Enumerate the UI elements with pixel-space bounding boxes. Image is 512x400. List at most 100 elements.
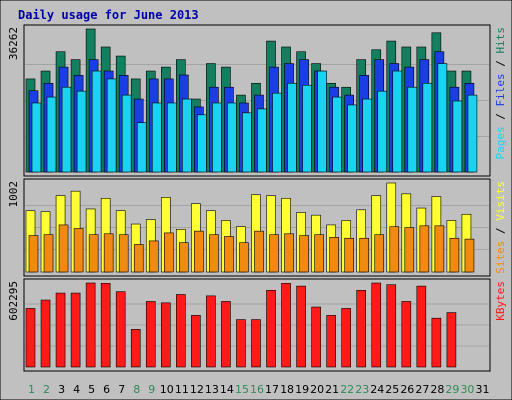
hits-legend-entry: Pages <box>494 126 507 159</box>
kbytes-bar-kbytes-day-13 <box>206 295 216 368</box>
kbytes-legend-entry: KBytes <box>494 281 507 321</box>
hits-bar-pages-day-12 <box>197 114 207 173</box>
visits-legend: Sites / Visits <box>494 181 507 274</box>
x-axis-day-labels: 1 2 3 4 5 6 7 8 9 10 11 12 13 14 15 16 17 18 19 20 21 22 23 24 2… <box>28 383 489 396</box>
x-tick-label-day-1: 1 <box>28 383 35 396</box>
visits-bar-sites-day-25 <box>389 226 400 273</box>
hits-bar-pages-day-3 <box>61 86 72 173</box>
hits-bar-pages-day-7 <box>121 94 132 173</box>
chart-panels: 36262 Pages / Files / Hits 1002 Sites / Vis… <box>7 24 507 372</box>
visits-legend-entry: / <box>494 221 507 241</box>
x-tick-label-day-9: 9 <box>148 383 155 396</box>
visits-bar-sites-day-30 <box>464 238 475 273</box>
visits-bar-sites-day-13 <box>209 234 219 273</box>
x-tick-label-day-26: 26 <box>400 383 414 396</box>
x-tick-label-day-6: 6 <box>103 383 110 396</box>
hits-legend-entry: Files <box>494 73 507 106</box>
hits-bar-pages-day-4 <box>76 90 87 173</box>
kbytes-y-max-label: 602295 <box>7 281 20 321</box>
visits-legend-entry: Visits <box>494 181 507 221</box>
visits-bar-sites-day-24 <box>374 234 385 273</box>
hits-bar-pages-day-21 <box>332 96 342 173</box>
x-tick-label-day-12: 12 <box>190 383 204 396</box>
hits-bar-pages-day-10 <box>166 102 177 173</box>
hits-legend-entry: / <box>494 107 507 127</box>
hits-panel: 36262 Pages / Files / Hits <box>7 24 507 177</box>
hits-bar-pages-day-6 <box>106 78 117 173</box>
hits-y-max-label: 36262 <box>7 27 20 60</box>
kbytes-bar-kbytes-day-18 <box>281 283 291 368</box>
hits-legend: Pages / Files / Hits <box>494 27 507 160</box>
visits-bar-sites-day-4 <box>73 228 84 273</box>
x-tick-label-day-30: 30 <box>460 383 474 396</box>
kbytes-bar-kbytes-day-7 <box>115 291 126 368</box>
visits-bar-sites-day-10 <box>163 232 174 273</box>
x-tick-label-day-10: 10 <box>160 383 174 396</box>
x-tick-label-day-27: 27 <box>415 383 429 396</box>
visits-panel: 1002 Sites / Visits <box>7 178 507 277</box>
visits-panel-border <box>23 178 491 277</box>
kbytes-legend: KBytes <box>494 281 507 321</box>
x-tick-label-day-5: 5 <box>88 383 95 396</box>
x-tick-label-day-8: 8 <box>133 383 140 396</box>
hits-bar-pages-day-29 <box>452 100 463 173</box>
kbytes-bar-kbytes-day-10 <box>160 302 171 368</box>
x-tick-label-day-29: 29 <box>445 383 459 396</box>
visits-bar-sites-day-7 <box>118 234 129 273</box>
x-tick-label-day-2: 2 <box>43 383 50 396</box>
x-tick-label-day-3: 3 <box>58 383 65 396</box>
x-tick-label-day-20: 20 <box>310 383 324 396</box>
x-tick-label-day-16: 16 <box>250 383 264 396</box>
x-tick-label-day-14: 14 <box>220 383 234 396</box>
x-tick-label-day-17: 17 <box>265 383 279 396</box>
kbytes-bar-kbytes-day-14 <box>221 301 231 368</box>
kbytes-bar-kbytes-day-9 <box>145 301 156 368</box>
hits-bar-pages-day-2 <box>46 96 57 173</box>
visits-bar-sites-day-19 <box>299 235 309 273</box>
visits-bar-sites-day-12 <box>194 230 204 273</box>
visits-bar-sites-day-11 <box>179 242 189 273</box>
hits-bar-pages-day-19 <box>302 84 312 173</box>
hits-bar-pages-day-17 <box>272 92 282 173</box>
hits-legend-entry: / <box>494 54 507 74</box>
visits-bar-sites-day-29 <box>449 237 460 273</box>
kbytes-bar-kbytes-day-2 <box>40 299 51 368</box>
visits-bar-sites-day-14 <box>224 236 234 273</box>
hits-bar-pages-day-16 <box>257 108 267 173</box>
hits-bar-pages-day-14 <box>227 102 237 173</box>
visits-bar-sites-day-26 <box>404 227 415 273</box>
hits-bar-pages-day-15 <box>242 112 252 173</box>
hits-legend-entry: Hits <box>494 27 507 54</box>
visits-bar-sites-day-28 <box>434 225 445 273</box>
kbytes-bar-kbytes-day-27 <box>416 285 427 368</box>
kbytes-bar-kbytes-day-12 <box>191 315 201 368</box>
visits-bar-sites-day-5 <box>88 234 99 273</box>
visits-y-max-label: 1002 <box>7 181 20 208</box>
hits-bar-pages-day-9 <box>151 102 162 173</box>
hits-bar-pages-day-28 <box>437 63 448 173</box>
x-tick-label-day-13: 13 <box>205 383 219 396</box>
x-tick-label-day-21: 21 <box>325 383 339 396</box>
visits-bar-sites-day-6 <box>103 233 114 273</box>
visits-bar-sites-day-2 <box>43 234 54 273</box>
visits-bar-sites-day-23 <box>359 237 370 273</box>
hits-bar-pages-day-30 <box>467 94 478 173</box>
x-tick-label-day-18: 18 <box>280 383 294 396</box>
x-tick-label-day-15: 15 <box>235 383 249 396</box>
x-tick-label-day-24: 24 <box>370 383 384 396</box>
hits-bar-pages-day-11 <box>182 98 192 173</box>
kbytes-bar-kbytes-day-4 <box>70 292 81 368</box>
kbytes-panel: 602295 KBytes <box>7 278 507 372</box>
visits-bar-sites-day-8 <box>133 244 144 273</box>
hits-bar-pages-day-25 <box>392 70 403 173</box>
hits-bar-pages-day-18 <box>287 82 297 173</box>
kbytes-bar-kbytes-day-15 <box>236 319 246 368</box>
hits-bar-pages-day-5 <box>91 70 102 173</box>
hits-bar-pages-day-8 <box>136 122 147 173</box>
kbytes-bar-kbytes-day-3 <box>55 292 66 368</box>
visits-bar-sites-day-22 <box>344 237 354 273</box>
kbytes-bar-kbytes-day-8 <box>130 329 141 368</box>
kbytes-panel-border <box>23 278 491 372</box>
kbytes-bar-kbytes-day-11 <box>176 294 186 368</box>
